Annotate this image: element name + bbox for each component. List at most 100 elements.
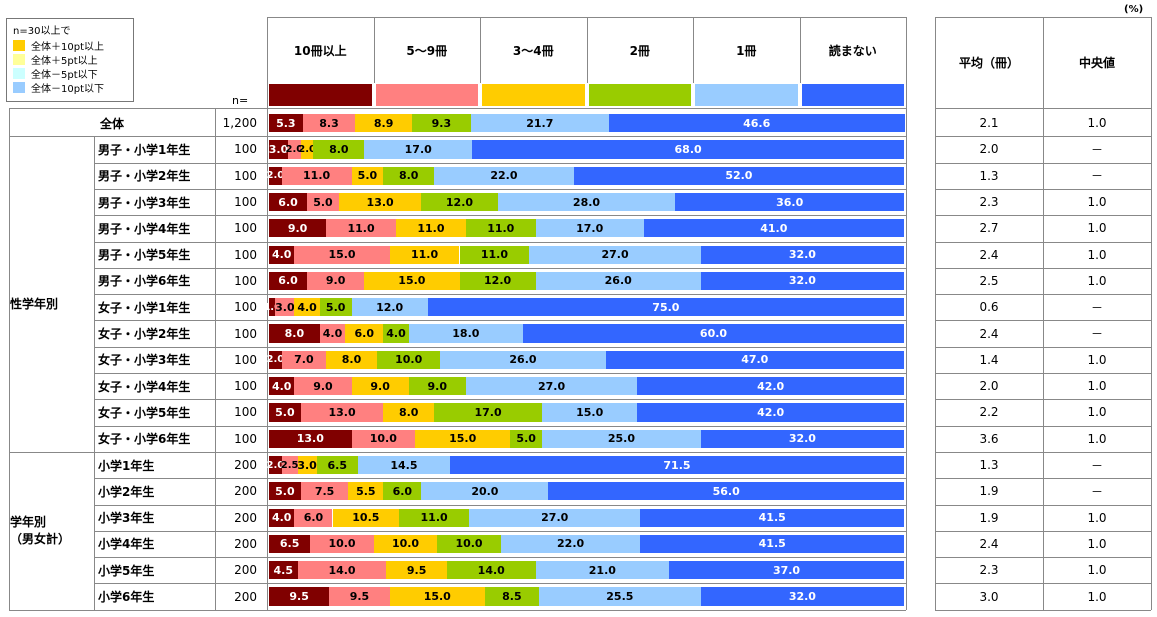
- row-label: 女子・小学1年生: [98, 300, 191, 315]
- category-swatch: [269, 84, 372, 106]
- data-label: 11.0: [303, 169, 331, 183]
- row-divider: [935, 241, 1151, 243]
- bar-segment: 6.0: [269, 271, 308, 291]
- row-label: 男子・小学5年生: [98, 248, 191, 263]
- frame-line: [94, 136, 95, 610]
- row-label: 小学1年生: [98, 458, 155, 473]
- data-label: 71.5: [663, 458, 691, 472]
- bar-segment: 5.5: [348, 482, 384, 501]
- bar-segment: 4.0: [319, 324, 346, 343]
- data-label: 3.0: [297, 458, 317, 472]
- category-swatch: [482, 84, 585, 106]
- row-label: 女子・小学2年生: [98, 327, 191, 342]
- row-label: 女子・小学3年生: [98, 353, 191, 368]
- data-label: 9.0: [325, 274, 346, 288]
- bar-segment: 11.0: [399, 508, 470, 527]
- bar-segment: 25.0: [542, 429, 701, 448]
- data-label: 11.0: [487, 221, 515, 235]
- data-label: 9.0: [370, 379, 390, 393]
- data-label: 5.0: [325, 300, 346, 314]
- bar-segment: 4.0: [383, 324, 409, 343]
- data-label: 18.0: [452, 327, 480, 341]
- frame-line: [9, 451, 906, 453]
- row-label: 全体: [99, 116, 124, 131]
- data-label: 5.0: [275, 484, 295, 498]
- bar-segment: 10.0: [376, 350, 441, 369]
- frame-line: [267, 17, 906, 18]
- row-median: 1.0: [1087, 431, 1107, 446]
- data-label: 6.0: [354, 327, 374, 341]
- bar-segment: 37.0: [669, 561, 904, 580]
- data-label: 8.9: [373, 116, 394, 130]
- data-label: 20.0: [471, 484, 499, 498]
- row-median: －: [1090, 142, 1103, 157]
- bar-segment: 2.0: [266, 455, 284, 475]
- bar-segment: 7.5: [300, 482, 349, 501]
- row-n: 100: [234, 431, 257, 446]
- legend-label: 全体＋5pt以上: [31, 56, 98, 67]
- row-n: 100: [234, 405, 257, 420]
- row-n: 100: [234, 300, 257, 315]
- data-label: 22.0: [557, 537, 585, 551]
- data-label: 10.0: [328, 537, 356, 551]
- data-label: 4.0: [271, 379, 292, 393]
- stats-header: 平均（冊）: [958, 56, 1019, 70]
- row-median: 1.0: [1087, 221, 1107, 236]
- frame-line: [9, 609, 906, 611]
- stats-header: 中央値: [1078, 56, 1115, 70]
- row-median: －: [1090, 327, 1103, 342]
- bar-segment: 9.0: [294, 377, 352, 396]
- row-divider: [935, 425, 1151, 427]
- data-label: 6.5: [279, 537, 300, 551]
- row-label: 女子・小学6年生: [98, 432, 191, 447]
- bar-segment: 22.0: [434, 166, 574, 185]
- frame-line: [9, 108, 906, 109]
- row-divider: [935, 478, 1151, 480]
- row-n: 100: [234, 195, 257, 210]
- bar-segment: 5.0: [269, 482, 301, 501]
- bar-segment: 14.0: [297, 561, 387, 580]
- row-divider: [935, 188, 1151, 190]
- category-header: 10冊以上: [293, 43, 347, 58]
- data-label: 21.7: [526, 116, 554, 130]
- row-n: 100: [234, 168, 257, 183]
- bar-segment: 5.0: [510, 429, 543, 448]
- data-label: 4.0: [271, 248, 292, 262]
- bar-segment: 32.0: [700, 429, 904, 448]
- row-n: 100: [234, 142, 257, 157]
- data-label: 17.0: [474, 405, 502, 419]
- header-divider: [586, 17, 588, 83]
- row-mean: 2.2: [979, 405, 999, 420]
- data-label: 41.5: [758, 511, 786, 525]
- row-label: 小学6年生: [98, 590, 155, 605]
- bar-segment: 9.5: [329, 587, 390, 606]
- row-mean: 1.4: [979, 352, 999, 367]
- data-label: 8.3: [319, 116, 339, 130]
- bar-segment: 32.0: [700, 271, 904, 291]
- bar-segment: 8.0: [383, 403, 435, 422]
- bar-segment: 28.0: [497, 192, 676, 212]
- bar-segment: 9.5: [269, 587, 330, 606]
- row-label: 男子・小学4年生: [98, 221, 191, 236]
- bar-segment: 47.0: [605, 350, 904, 369]
- data-label: 10.5: [352, 511, 380, 525]
- bar-segment: 32.0: [700, 587, 904, 606]
- row-divider: [935, 162, 1151, 164]
- row-mean: 2.4: [979, 326, 999, 341]
- header-divider: [480, 17, 481, 83]
- row-divider: [935, 399, 1151, 401]
- bar-segment: 17.0: [364, 140, 473, 159]
- data-label: 4.0: [271, 511, 292, 525]
- row-n: 200: [234, 536, 257, 551]
- data-label: 6.0: [278, 274, 298, 288]
- row-mean: 2.1: [979, 116, 999, 131]
- bar-segment: 5.0: [319, 298, 352, 317]
- data-label: 15.0: [449, 432, 477, 446]
- bar-segment: 6.0: [345, 324, 384, 343]
- data-label: 11.0: [417, 221, 445, 235]
- data-label: 37.0: [772, 563, 801, 577]
- bar-segment: 41.5: [640, 508, 904, 527]
- data-label: 6.0: [392, 484, 413, 498]
- data-label: 13.0: [328, 405, 356, 419]
- group-label-grade: 学年別 （男女計）: [10, 515, 71, 546]
